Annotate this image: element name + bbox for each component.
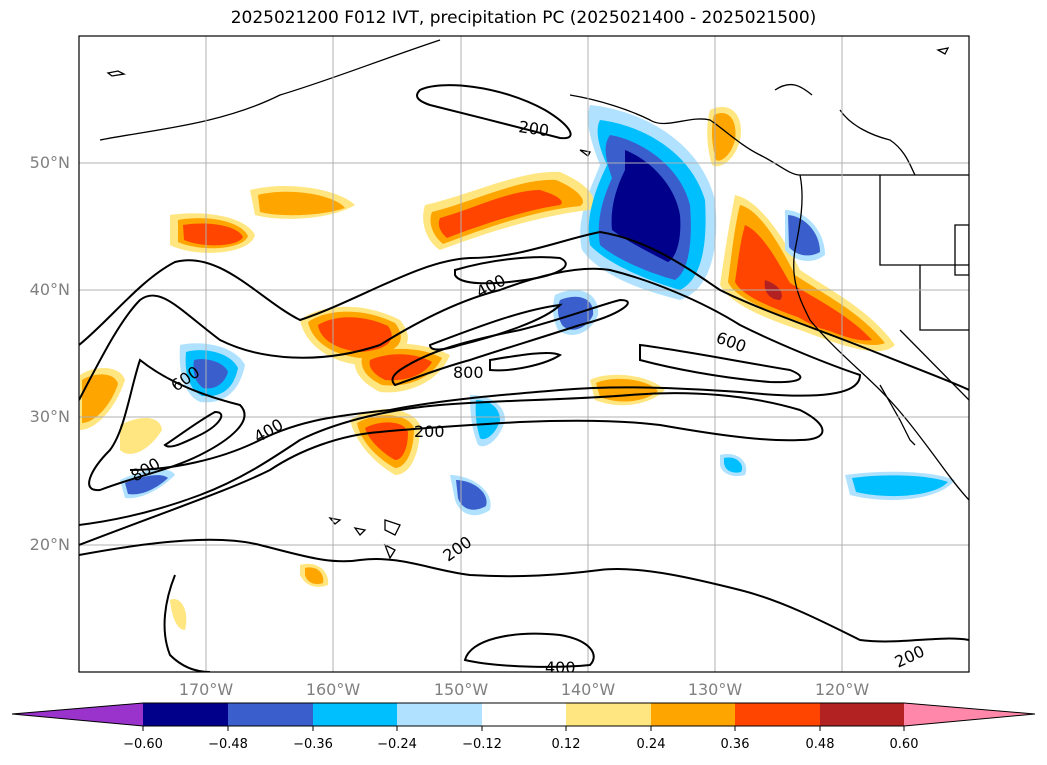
lat-label: 40°N [29,280,70,299]
lon-label: 140°W [560,680,616,699]
contour-label: 800 [453,363,484,382]
colorbar-bin [482,703,566,726]
colorbar-bin [566,703,651,726]
map-title: 2025021200 F012 IVT, precipitation PC (2… [230,8,817,28]
map-content: 200 400 600 800 600 400 800 200 200 400 … [79,36,969,677]
map-frame [78,35,970,673]
lon-label: 160°W [305,680,361,699]
colorbar-bin [735,703,820,726]
gridlines [79,36,969,672]
colorbar-tick-label: −0.24 [377,737,417,752]
colorbar-tick-label: −0.48 [208,737,248,752]
contour-label: 200 [439,532,475,565]
lat-label: 30°N [29,407,70,426]
colorbar-bin [820,703,904,726]
colorbar-bin [651,703,735,726]
colorbar-tick-label: 0.36 [720,737,750,752]
lon-label: 130°W [687,680,743,699]
colorbar-tick-label: −0.36 [293,737,333,752]
contour-label: 400 [545,658,576,677]
lon-label: 150°W [433,680,489,699]
contour-label: 200 [414,422,445,441]
lon-label: 170°W [178,680,234,699]
coastlines [99,39,969,560]
precip-fill-strong [183,135,872,460]
contour-label: 200 [892,641,928,671]
colorbar-bin [313,703,397,726]
colorbar-tick-label: 0.12 [551,737,581,752]
colorbar [11,702,1036,731]
ivt-contours [79,84,969,672]
colorbar-tick-label: −0.60 [123,737,163,752]
colorbar-tick-label: 0.60 [889,737,919,752]
colorbar-extend-low [12,703,143,726]
contour-label: 200 [517,117,550,140]
contour-label: 600 [714,328,749,356]
colorbar-bin [143,703,228,726]
contour-label: 400 [473,270,509,301]
lon-label: 120°W [814,680,870,699]
lat-label: 20°N [29,535,70,554]
colorbar-tick-label: 0.48 [805,737,835,752]
colorbar-bin [228,703,313,726]
colorbar-bin [397,703,482,726]
colorbar-extend-high [904,703,1035,726]
colorbar-tick-label: 0.24 [636,737,666,752]
lat-label: 50°N [29,153,70,172]
colorbar-tick-label: −0.12 [462,737,502,752]
